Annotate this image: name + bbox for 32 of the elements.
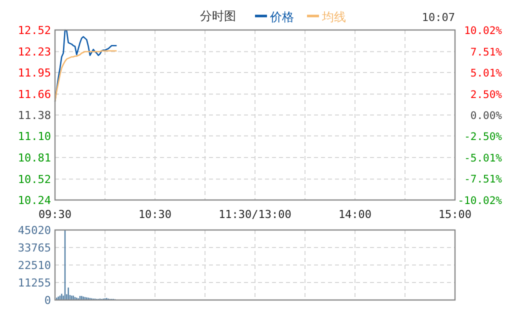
y-tick-label: 45020: [18, 224, 51, 237]
y2-tick-label: -2.50%: [464, 131, 503, 144]
x-tick-label: 10:30: [138, 208, 172, 221]
x-tick-label: 09:30: [38, 208, 72, 221]
y2-tick-label: -10.02%: [458, 195, 503, 207]
y-tick-label: 12.52: [18, 24, 51, 37]
y-tick-label: 11.66: [18, 88, 51, 102]
y-tick-label: 12.23: [18, 46, 51, 59]
y-tick-label: 11255: [18, 276, 51, 290]
y2-tick-label: 7.51%: [470, 46, 503, 58]
x-tick-label: 15:00: [438, 208, 472, 221]
x-tick-label: 14:00: [338, 208, 372, 221]
legend-label: 均线: [321, 10, 346, 24]
y2-tick-label: -5.01%: [464, 152, 503, 164]
y2-tick-label: -7.51%: [464, 174, 503, 186]
text: 10:07: [422, 11, 455, 24]
y-tick-label: 0: [44, 294, 51, 307]
y-tick-label: 10.24: [18, 194, 52, 207]
chart-title: 分时图: [200, 9, 236, 23]
y-tick-label: 10.52: [18, 173, 51, 186]
y-tick-label: 11.10: [18, 130, 51, 143]
y-tick-label: 22510: [18, 259, 51, 272]
y-tick-label: 10.81: [18, 152, 51, 164]
y2-tick-label: 0.00%: [470, 110, 503, 122]
legend-label: 价格: [269, 10, 294, 24]
y2-tick-label: 5.01%: [470, 68, 503, 80]
y-tick-label: 11.38: [18, 109, 51, 122]
x-tick-label: 11:30/13:00: [218, 208, 292, 221]
y-tick-label: 33765: [18, 242, 51, 254]
y2-tick-label: 2.50%: [470, 88, 503, 101]
y2-tick-label: 10.02%: [464, 25, 503, 37]
y-tick-label: 11.95: [18, 66, 51, 80]
